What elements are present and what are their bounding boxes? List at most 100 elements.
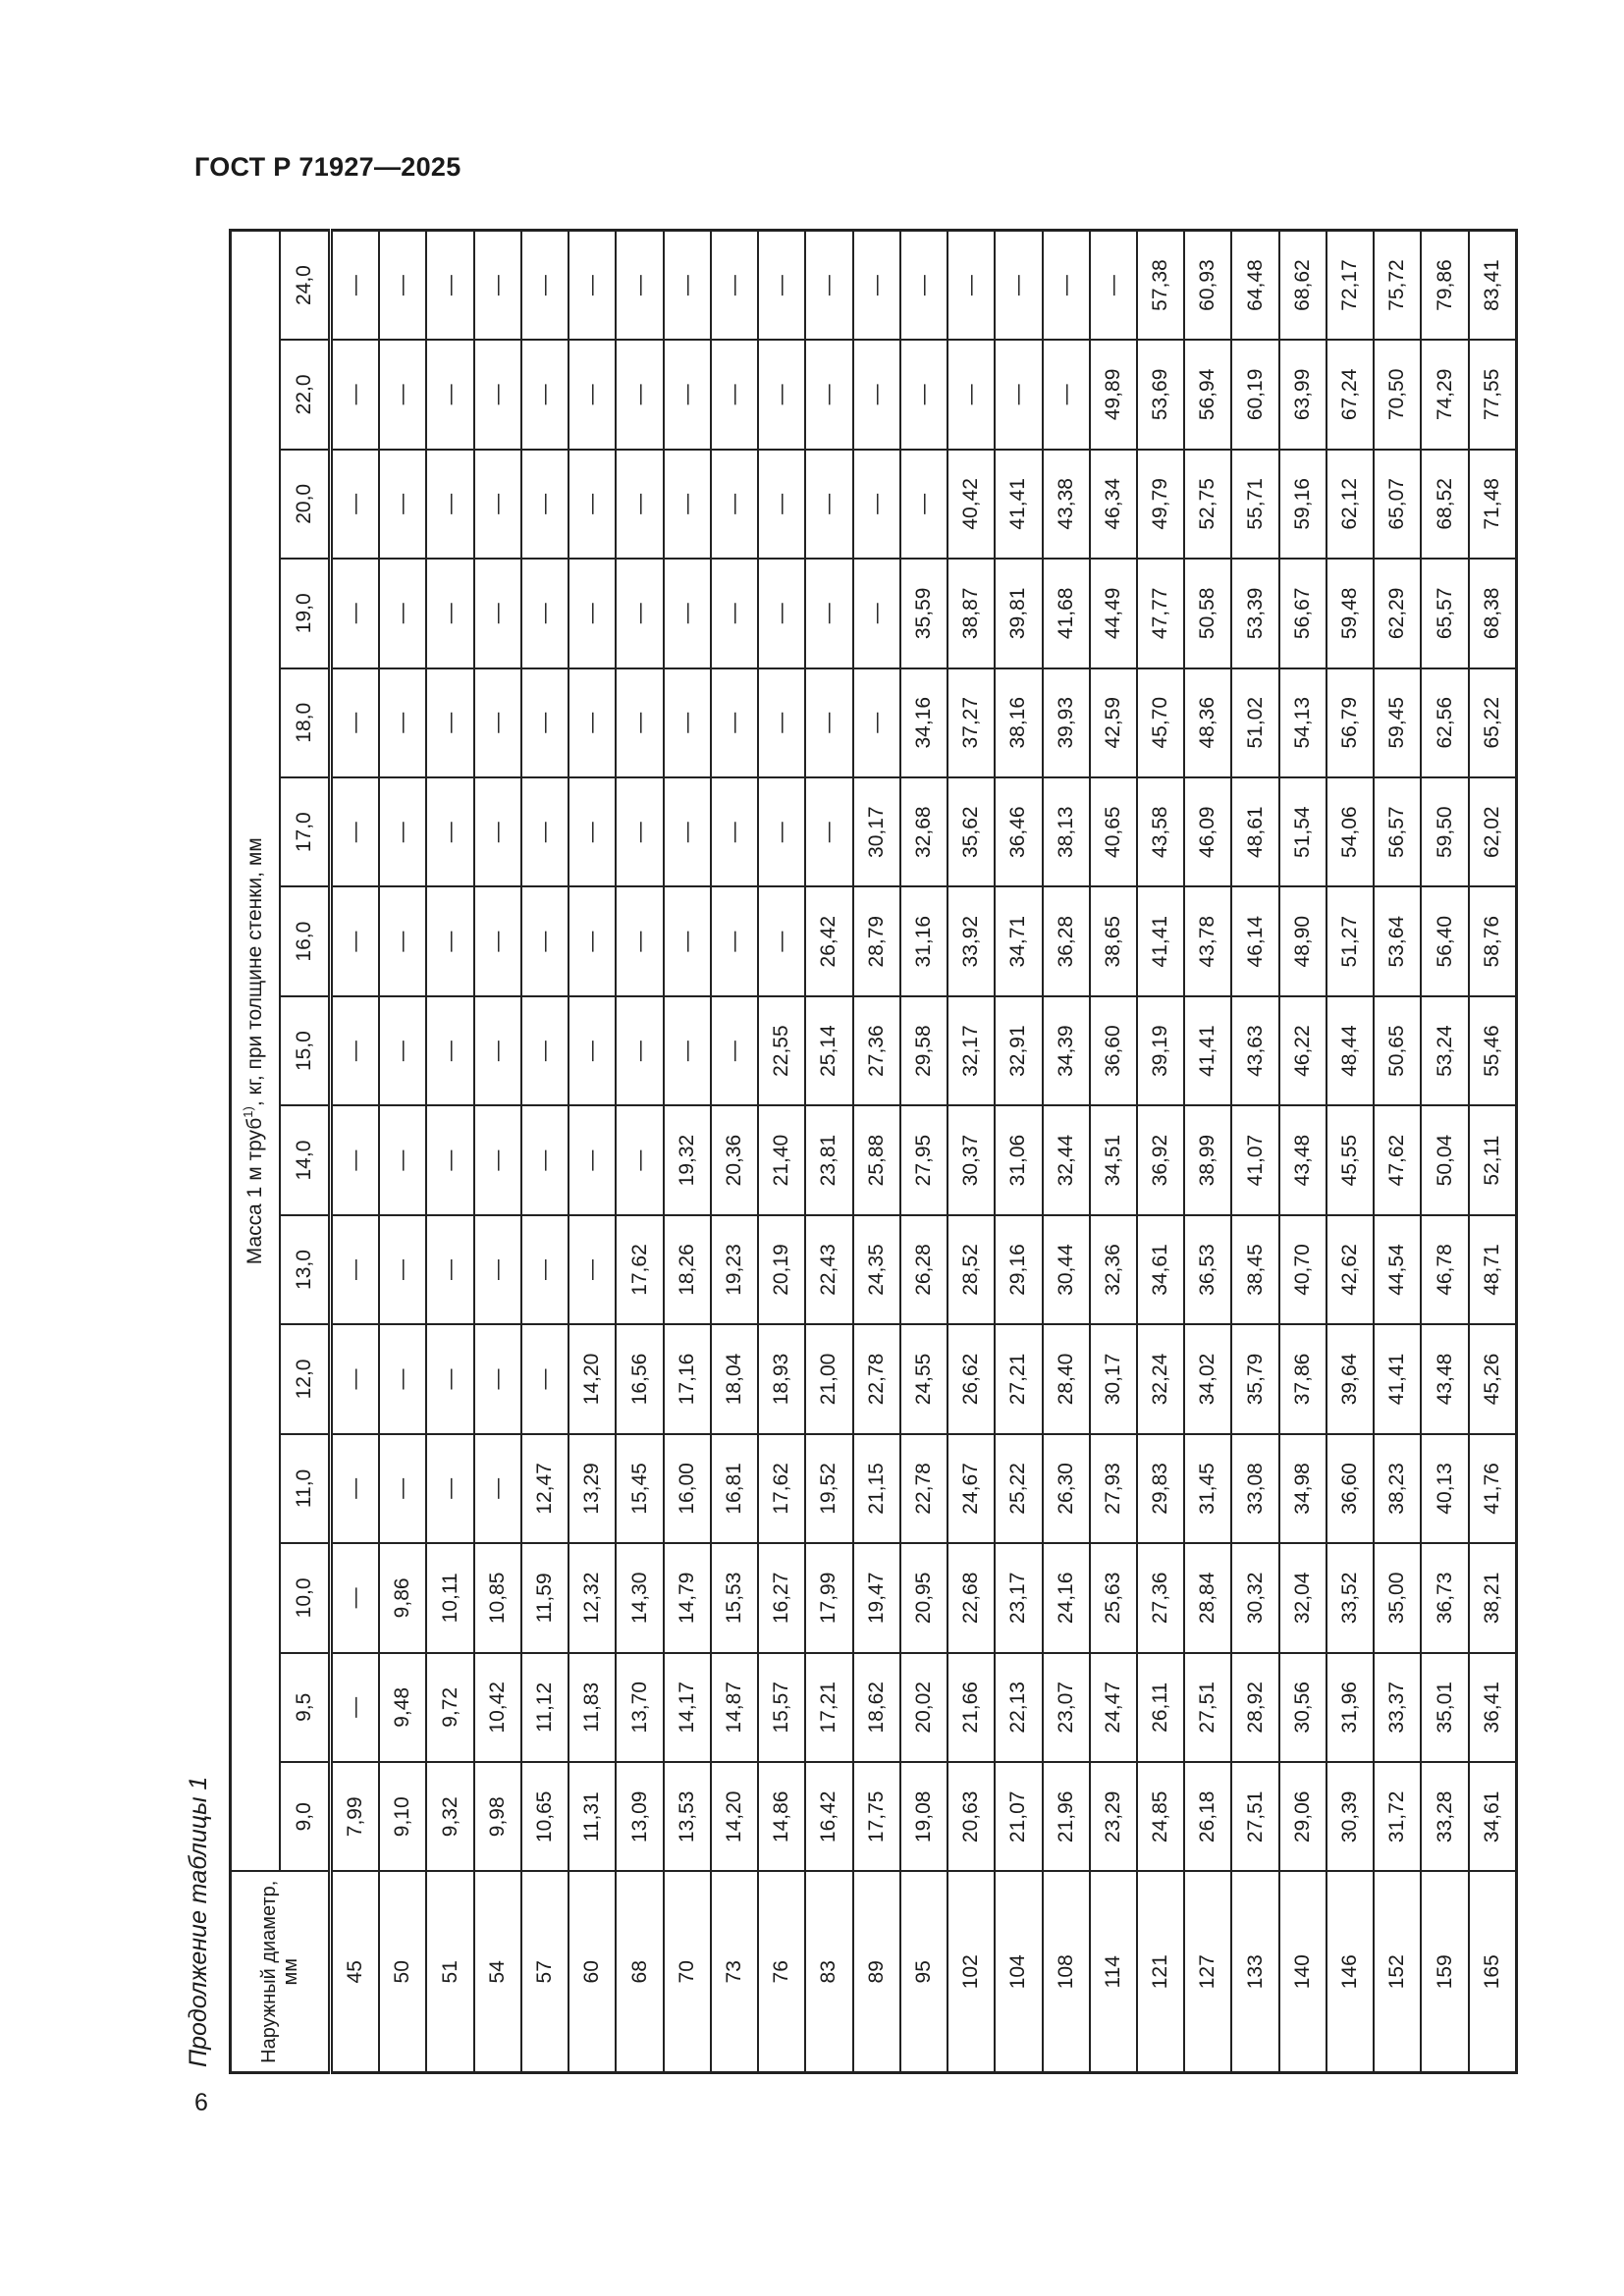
mass-cell: 31,16 xyxy=(899,886,948,996)
mass-cell: — xyxy=(758,449,806,560)
mass-cell: 39,19 xyxy=(1136,995,1185,1106)
mass-cell: 18,93 xyxy=(758,1324,806,1434)
mass-cell: 38,23 xyxy=(1374,1433,1422,1544)
mass-cell: — xyxy=(852,667,900,777)
mass-cell: — xyxy=(330,1214,380,1325)
mass-cell: — xyxy=(379,1105,427,1215)
mass-cell: — xyxy=(379,340,427,450)
mass-cell: 19,32 xyxy=(663,1105,711,1215)
table-row: 45 7,99— — — — — — — — — — — — — — xyxy=(330,230,380,2073)
mass-cell: 9,98 xyxy=(473,1762,521,1872)
diameter-cell: 60 xyxy=(568,1871,617,2073)
mass-cell: — xyxy=(663,995,711,1106)
mass-cell: — xyxy=(663,340,711,450)
mass-cell: 70,50 xyxy=(1374,340,1422,450)
diameter-cell: 45 xyxy=(330,1871,380,2073)
mass-cell: 38,65 xyxy=(1089,886,1137,996)
footnote-ref: 1) xyxy=(241,1106,255,1118)
mass-cell: — xyxy=(379,230,427,341)
mass-cell: — xyxy=(758,230,806,341)
diameter-cell: 57 xyxy=(520,1871,569,2073)
mass-cell: 36,46 xyxy=(995,776,1043,887)
table-row: 68 13,09 13,70 14,30 15,45 16,56 17,62— — — — — — — —… xyxy=(616,230,664,2073)
mass-cell: 48,90 xyxy=(1278,886,1326,996)
mass-cell: 31,72 xyxy=(1374,1762,1422,1872)
thickness-header: 14,0 xyxy=(280,1105,331,1215)
mass-cell: — xyxy=(473,776,521,887)
mass-cell: — xyxy=(616,667,664,777)
mass-cell: 59,50 xyxy=(1421,776,1469,887)
mass-cell: — xyxy=(473,340,521,450)
mass-cell: — xyxy=(520,449,569,560)
mass-cell: — xyxy=(947,230,996,341)
thickness-header: 19,0 xyxy=(280,559,331,668)
table-row: 104 21,07 22,13 23,17 25,22 27,21 29,16 31,06 32… xyxy=(995,230,1043,2073)
thickness-header: 9,5 xyxy=(280,1652,331,1763)
mass-cell: 58,76 xyxy=(1468,886,1517,996)
mass-cell: 48,44 xyxy=(1326,995,1375,1106)
mass-cell: — xyxy=(473,667,521,777)
mass-cell: 33,37 xyxy=(1374,1652,1422,1763)
diameter-cell: 133 xyxy=(1231,1871,1279,2073)
mass-cell: — xyxy=(616,776,664,887)
mass-cell: 32,91 xyxy=(995,995,1043,1106)
mass-cell: 56,79 xyxy=(1326,667,1375,777)
mass-cell: — xyxy=(899,449,948,560)
mass-cell: 41,41 xyxy=(1374,1324,1422,1434)
mass-cell: — xyxy=(852,449,900,560)
mass-cell: 57,38 xyxy=(1136,230,1185,341)
mass-cell: 43,38 xyxy=(1042,449,1090,560)
mass-cell: 17,75 xyxy=(852,1762,900,1872)
table-row: 165 34,61 36,41 38,21 41,76 45,26 48,71 52,11 55… xyxy=(1468,230,1517,2073)
mass-cell: 45,70 xyxy=(1136,667,1185,777)
mass-cell: 16,81 xyxy=(710,1433,759,1544)
table-caption: Продолжение таблицы 1 xyxy=(185,1776,212,2067)
mass-cell: 36,60 xyxy=(1326,1433,1375,1544)
mass-cell: 30,37 xyxy=(947,1105,996,1215)
mass-cell: 26,30 xyxy=(1042,1433,1090,1544)
mass-cell: — xyxy=(710,776,759,887)
mass-cell: — xyxy=(568,230,617,341)
mass-cell: 43,63 xyxy=(1231,995,1279,1106)
mass-cell: 62,02 xyxy=(1468,776,1517,887)
diameter-cell: 73 xyxy=(710,1871,759,2073)
mass-cell: 22,78 xyxy=(852,1324,900,1434)
mass-cell: 9,10 xyxy=(379,1762,427,1872)
mass-cell: 14,87 xyxy=(710,1652,759,1763)
mass-cell: 50,58 xyxy=(1184,559,1232,668)
table-row: 133 27,51 28,92 30,32 33,08 35,79 38,45 41,07 43… xyxy=(1231,230,1279,2073)
mass-cell: 26,62 xyxy=(947,1324,996,1434)
mass-cell: — xyxy=(520,1214,569,1325)
mass-cell: — xyxy=(426,886,474,996)
mass-cell: 42,62 xyxy=(1326,1214,1375,1325)
mass-cell: 68,38 xyxy=(1468,559,1517,668)
mass-cell: 19,47 xyxy=(852,1543,900,1653)
mass-cell: 54,06 xyxy=(1326,776,1375,887)
mass-cell: 24,35 xyxy=(852,1214,900,1325)
mass-cell: 68,62 xyxy=(1278,230,1326,341)
mass-cell: 41,76 xyxy=(1468,1433,1517,1544)
mass-cell: 13,53 xyxy=(663,1762,711,1872)
mass-cell: 26,11 xyxy=(1136,1652,1185,1763)
mass-cell: 34,02 xyxy=(1184,1324,1232,1434)
thickness-header: 10,0 xyxy=(280,1543,331,1653)
mass-cell: 20,63 xyxy=(947,1762,996,1872)
mass-cell: 64,48 xyxy=(1231,230,1279,341)
mass-cell: — xyxy=(1042,340,1090,450)
mass-cell: 16,42 xyxy=(805,1762,853,1872)
mass-cell: — xyxy=(330,340,380,450)
diameter-cell: 95 xyxy=(899,1871,948,2073)
mass-cell: 34,51 xyxy=(1089,1105,1137,1215)
mass-cell: 35,62 xyxy=(947,776,996,887)
mass-cell: 35,00 xyxy=(1374,1543,1422,1653)
mass-cell: 19,23 xyxy=(710,1214,759,1325)
mass-cell: 27,93 xyxy=(1089,1433,1137,1544)
mass-cell: — xyxy=(330,559,380,668)
mass-cell: 38,99 xyxy=(1184,1105,1232,1215)
mass-cell: — xyxy=(568,1105,617,1215)
mass-cell: 12,32 xyxy=(568,1543,617,1653)
mass-cell: 60,19 xyxy=(1231,340,1279,450)
mass-cell: — xyxy=(473,1105,521,1215)
mass-cell: — xyxy=(379,1324,427,1434)
mass-cell: 43,78 xyxy=(1184,886,1232,996)
